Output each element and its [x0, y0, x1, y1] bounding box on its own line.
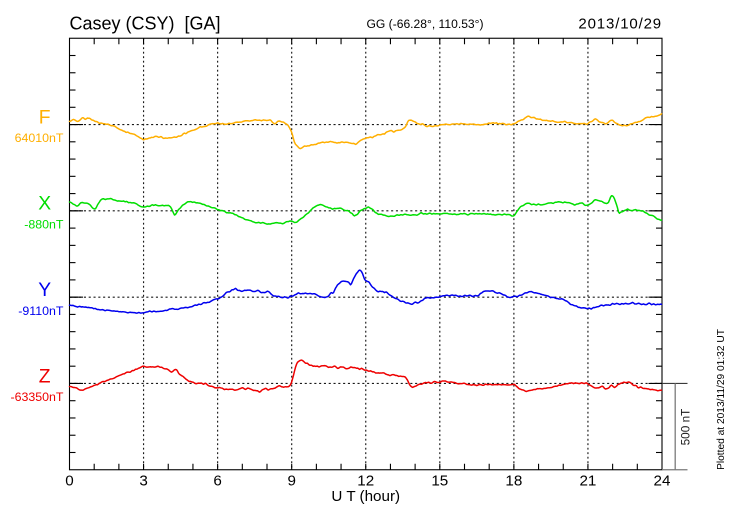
svg-text:F: F	[39, 107, 51, 128]
svg-text:21: 21	[579, 473, 596, 490]
svg-text:X: X	[38, 194, 51, 215]
svg-text:Z: Z	[39, 366, 51, 387]
svg-text:Y: Y	[38, 280, 51, 301]
svg-text:24: 24	[654, 473, 671, 490]
svg-text:15: 15	[431, 473, 448, 490]
svg-text:U T (hour): U T (hour)	[331, 488, 400, 505]
svg-text:9: 9	[287, 473, 295, 490]
svg-text:-9110nT: -9110nT	[18, 304, 64, 318]
svg-text:18: 18	[505, 473, 522, 490]
svg-text:Plotted at 2013/11/29 01:32 UT: Plotted at 2013/11/29 01:32 UT	[716, 329, 727, 470]
svg-text:64010nT: 64010nT	[15, 131, 64, 145]
svg-text:GG (-66.28°, 110.53°): GG (-66.28°, 110.53°)	[367, 17, 484, 31]
svg-text:500 nT: 500 nT	[678, 409, 692, 446]
svg-text:12: 12	[357, 473, 374, 490]
svg-text:-63350nT: -63350nT	[10, 390, 63, 404]
svg-text:0: 0	[65, 473, 73, 490]
svg-text:2013/10/29: 2013/10/29	[578, 15, 662, 32]
svg-text:6: 6	[213, 473, 221, 490]
svg-text:Casey (CSY) [GA]: Casey (CSY) [GA]	[70, 14, 221, 34]
svg-text:-880nT: -880nT	[24, 217, 64, 231]
svg-text:3: 3	[139, 473, 147, 490]
